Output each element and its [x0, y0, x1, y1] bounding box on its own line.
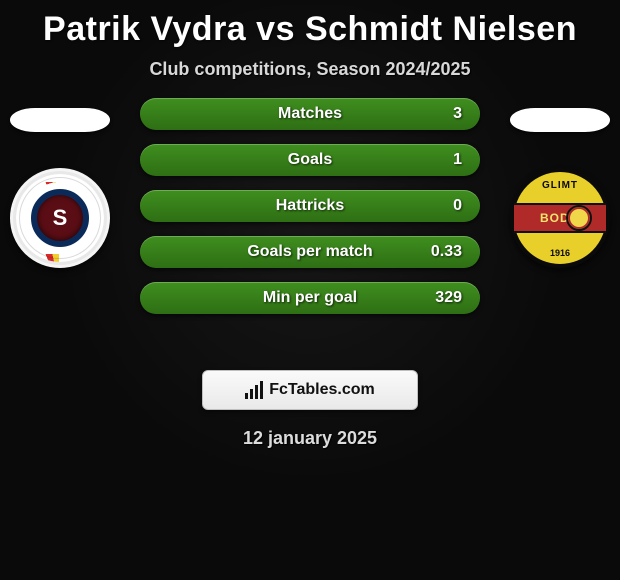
- comparison-card: Patrik Vydra vs Schmidt Nielsen Club com…: [0, 0, 620, 449]
- right-flag-icon: [510, 108, 610, 132]
- stat-row-hattricks: Hattricks 0: [140, 190, 480, 222]
- bars-icon: [245, 381, 263, 399]
- right-crest-band: BODØ: [514, 203, 606, 233]
- stat-label: Min per goal: [140, 289, 480, 307]
- source-brand: FcTables.com: [269, 381, 375, 399]
- right-crest-year: 1916: [514, 248, 606, 258]
- player2-name: Schmidt Nielsen: [305, 10, 577, 48]
- stat-label: Matches: [140, 105, 480, 123]
- stat-row-goals-per-match: Goals per match 0.33: [140, 236, 480, 268]
- player1-name: Patrik Vydra: [43, 10, 246, 48]
- sun-icon: [566, 205, 592, 231]
- source-badge: FcTables.com: [202, 370, 418, 410]
- left-team-column: S: [0, 98, 120, 268]
- stat-label: Goals: [140, 151, 480, 169]
- left-crest-letter: S: [31, 189, 89, 247]
- page-title: Patrik Vydra vs Schmidt Nielsen: [0, 6, 620, 51]
- main-panel: S GLIMT BODØ 1916 Matches 3 Goals 1: [0, 98, 620, 348]
- stat-row-min-per-goal: Min per goal 329: [140, 282, 480, 314]
- right-crest-top: GLIMT: [514, 180, 606, 191]
- snapshot-date: 12 january 2025: [0, 428, 620, 449]
- right-team-column: GLIMT BODØ 1916: [500, 98, 620, 268]
- right-club-crest: GLIMT BODØ 1916: [510, 168, 610, 268]
- stat-label: Goals per match: [140, 243, 480, 261]
- subtitle: Club competitions, Season 2024/2025: [0, 59, 620, 80]
- stat-label: Hattricks: [140, 197, 480, 215]
- stat-row-goals: Goals 1: [140, 144, 480, 176]
- left-flag-icon: [10, 108, 110, 132]
- left-club-crest: S: [10, 168, 110, 268]
- stats-list: Matches 3 Goals 1 Hattricks 0 Goals per …: [140, 98, 480, 314]
- stat-row-matches: Matches 3: [140, 98, 480, 130]
- vs-separator: vs: [256, 10, 295, 48]
